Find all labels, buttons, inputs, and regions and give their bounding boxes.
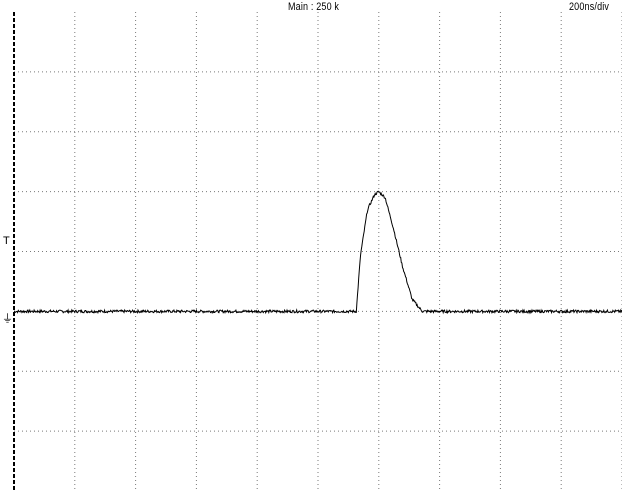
ground-marker: ⏚ [2, 312, 13, 325]
waveform-trace [13, 190, 622, 315]
record-length-label: Main : 250 k [288, 1, 340, 13]
timebase-label: 200ns/div [569, 1, 610, 13]
trigger-level-marker: T [3, 235, 10, 247]
graticule [14, 12, 622, 491]
